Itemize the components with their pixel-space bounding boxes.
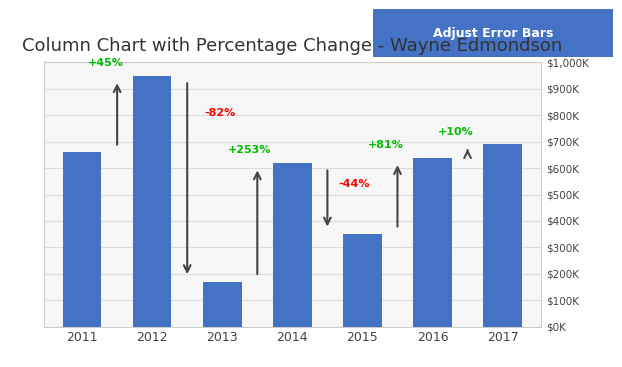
Text: +81%: +81% xyxy=(368,140,404,150)
Text: -82%: -82% xyxy=(205,108,236,118)
Bar xyxy=(413,157,452,327)
Text: +10%: +10% xyxy=(438,127,474,137)
Bar xyxy=(343,234,382,327)
Bar xyxy=(203,282,241,327)
Bar xyxy=(483,144,522,327)
Title: Column Chart with Percentage Change - Wayne Edmondson: Column Chart with Percentage Change - Wa… xyxy=(22,37,562,55)
Bar xyxy=(273,163,312,327)
Text: +45%: +45% xyxy=(88,58,124,68)
Text: +253%: +253% xyxy=(228,145,271,155)
Text: Adjust Error Bars: Adjust Error Bars xyxy=(433,26,553,40)
Text: -44%: -44% xyxy=(338,179,369,189)
Bar xyxy=(133,76,172,327)
Bar xyxy=(63,152,101,327)
